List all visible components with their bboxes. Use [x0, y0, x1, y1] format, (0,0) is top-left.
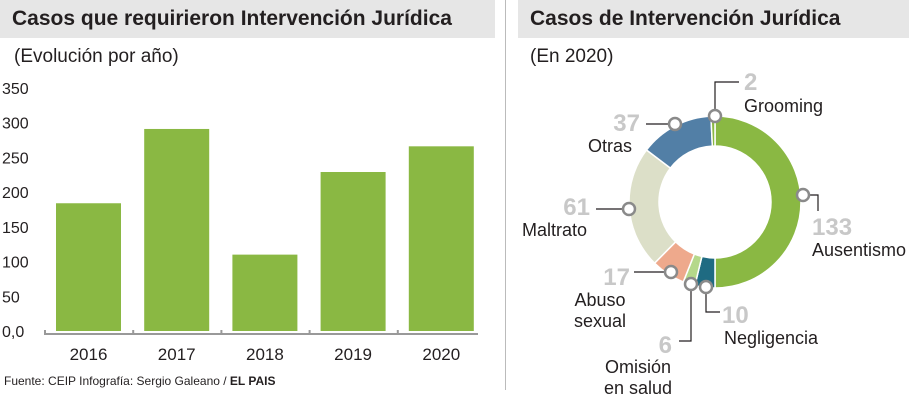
bar-chart-subtitle: (Evolución por año) — [14, 46, 179, 67]
source-text: Fuente: CEIP Infografía: Sergio Galeano … — [4, 374, 230, 388]
slice-ausentismo — [714, 115, 802, 289]
x-tick-label: 2016 — [70, 345, 108, 364]
slice-value: 10 — [722, 302, 749, 329]
donut-chart-subtitle: (En 2020) — [530, 46, 614, 67]
slice-value: 17 — [603, 264, 630, 291]
marker — [698, 279, 714, 295]
y-tick-label: 200 — [2, 185, 29, 202]
slice-label: Grooming — [744, 96, 823, 116]
y-tick-label: 50 — [2, 289, 20, 306]
y-tick-label: 250 — [2, 150, 29, 167]
bar-2016 — [56, 203, 121, 331]
donut-chart-title: Casos de Intervención Jurídica — [518, 0, 909, 38]
bar-chart-title: Casos que requirieron Intervención Juríd… — [0, 0, 495, 38]
slice-label: Negligencia — [724, 328, 819, 348]
slice-label: en salud — [604, 378, 672, 398]
x-tick-label: 2019 — [334, 345, 372, 364]
marker — [621, 201, 637, 217]
bar-2018 — [232, 254, 298, 331]
slice-value: 6 — [659, 332, 672, 359]
y-tick-label: 100 — [2, 255, 29, 272]
marker — [683, 276, 699, 292]
leader-line — [679, 291, 692, 342]
y-tick-label: 300 — [2, 116, 29, 133]
slice-label: Omisión — [605, 357, 671, 377]
y-tick-label: 0,0 — [2, 324, 24, 341]
slice-label: Ausentismo — [812, 240, 906, 260]
marker — [795, 187, 811, 203]
slice-label: Otras — [588, 136, 632, 156]
slice-value: 2 — [744, 69, 757, 96]
x-tick-label: 2017 — [158, 345, 196, 364]
x-tick-label: 2020 — [422, 345, 460, 364]
y-tick-label: 350 — [2, 81, 29, 98]
slice-value: 37 — [613, 110, 640, 137]
slice-label: Maltrato — [522, 220, 587, 240]
marker — [667, 116, 683, 132]
bar-2017 — [144, 128, 210, 331]
y-tick-label: 150 — [2, 220, 29, 237]
brand-text: EL PAIS — [229, 374, 276, 388]
slice-value: 61 — [563, 194, 590, 221]
divider — [505, 0, 506, 390]
marker — [707, 108, 723, 124]
marker — [663, 264, 679, 280]
bar-2020 — [408, 146, 474, 331]
slice-value: 133 — [812, 214, 852, 241]
leader-line — [714, 81, 739, 109]
footer-source: Fuente: CEIP Infografía: Sergio Galeano … — [4, 374, 276, 388]
slice-label: Abuso — [574, 290, 625, 310]
bar-2019 — [320, 172, 386, 331]
slice-label: sexual — [574, 311, 626, 331]
leader-line — [705, 294, 720, 313]
leader-line — [810, 194, 819, 211]
x-tick-label: 2018 — [246, 345, 284, 364]
